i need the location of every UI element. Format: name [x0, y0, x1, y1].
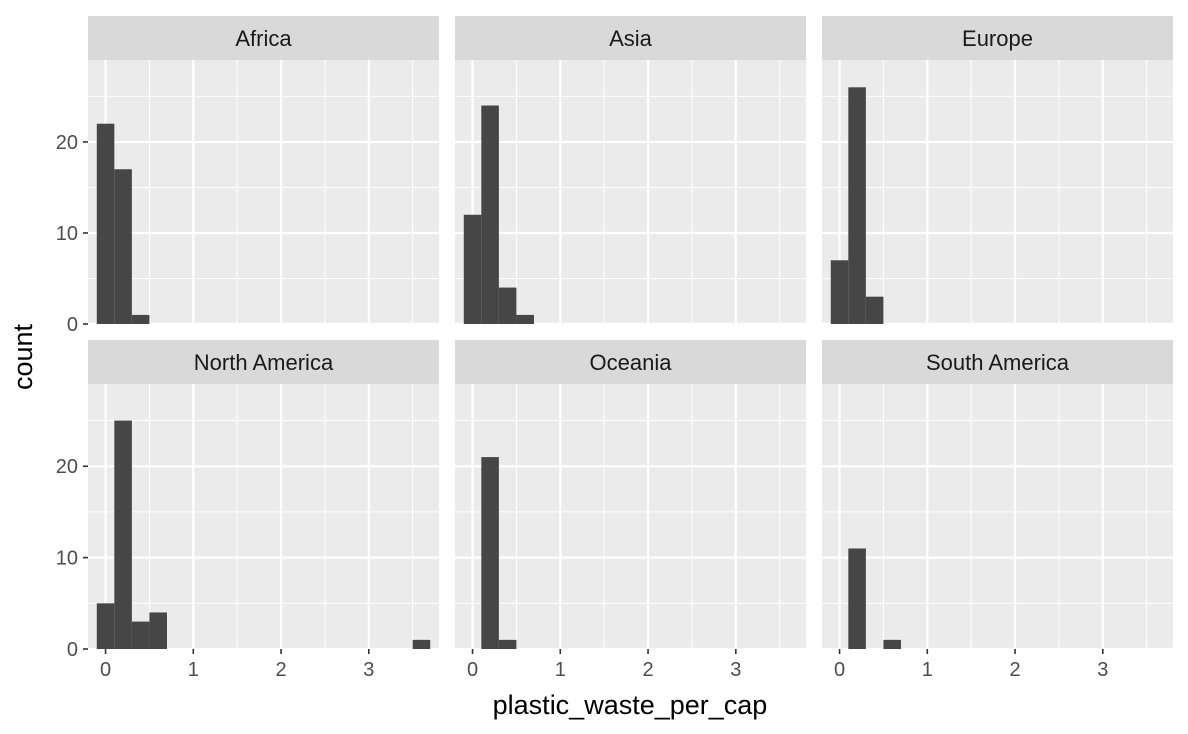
facet-strip-label: Asia: [609, 26, 653, 51]
plot-panel: [455, 60, 806, 324]
y-tick-label: 10: [56, 223, 78, 245]
histogram-bar: [96, 603, 115, 649]
histogram-bar: [131, 621, 150, 649]
facet-strip: [88, 16, 439, 60]
facet-panel: South America 0 1 2 3: [822, 340, 1173, 681]
histogram-bar: [865, 296, 884, 324]
y-tick-label: 20: [56, 132, 78, 154]
histogram-bar: [516, 314, 534, 324]
facet-panel: Oceania 0 1 2 3: [455, 340, 806, 681]
histogram-bar: [481, 457, 499, 649]
x-tick-label: 3: [1097, 659, 1108, 681]
histogram-bar: [96, 123, 115, 324]
histogram-bar: [149, 612, 167, 649]
y-tick-label: 20: [56, 456, 78, 478]
facet-strip-label: North America: [194, 350, 334, 375]
plot-panel: [455, 384, 806, 649]
histogram-bar: [848, 548, 866, 649]
x-tick-label: 0: [100, 659, 111, 681]
histogram-bar: [114, 420, 132, 649]
facet-panel: Asia: [455, 16, 806, 326]
x-tick-label: 2: [275, 659, 286, 681]
plot-panel: [822, 384, 1173, 649]
x-axis-title: plastic_waste_per_cap: [493, 690, 768, 720]
facet-strip: [455, 16, 806, 60]
facet-strip-label: Europe: [962, 26, 1033, 51]
histogram-bar: [463, 214, 482, 324]
facet-strip-label: South America: [926, 350, 1070, 375]
facet-strip: [88, 340, 439, 384]
histogram-bar: [498, 287, 517, 324]
histogram-bar: [830, 260, 849, 324]
y-tick-label: 0: [67, 639, 78, 661]
facet-panel: Europe: [822, 16, 1173, 326]
histogram-bar: [114, 169, 132, 324]
histogram-bar: [412, 639, 431, 649]
x-tick-label: 0: [467, 659, 478, 681]
histogram-bar: [131, 314, 150, 324]
histogram-bar: [848, 87, 866, 324]
plot-panel: [88, 60, 439, 324]
x-tick-label: 1: [188, 659, 199, 681]
facet-strip: [822, 340, 1173, 384]
facet-panel: Africa 0 10 20: [56, 16, 439, 336]
x-tick-label: 2: [642, 659, 653, 681]
facet-strip-label: Oceania: [590, 350, 673, 375]
facet-strip: [822, 16, 1173, 60]
x-tick-label: 3: [730, 659, 741, 681]
plot-panel: [822, 60, 1173, 324]
plot-panel: [88, 384, 439, 649]
y-tick-label: 10: [56, 548, 78, 570]
x-tick-label: 3: [363, 659, 374, 681]
facet-strip: [455, 340, 806, 384]
x-tick-label: 1: [555, 659, 566, 681]
histogram-bar: [498, 639, 517, 649]
x-tick-label: 0: [834, 659, 845, 681]
x-tick-label: 2: [1009, 659, 1020, 681]
histogram-bar: [883, 639, 901, 649]
facet-panel: North America 0 1 2 3 0 10 20: [56, 340, 439, 681]
x-tick-label: 1: [922, 659, 933, 681]
facet-strip-label: Africa: [235, 26, 292, 51]
y-axis-title: count: [8, 323, 38, 390]
histogram-bar: [481, 105, 499, 324]
y-tick-label: 0: [67, 314, 78, 336]
